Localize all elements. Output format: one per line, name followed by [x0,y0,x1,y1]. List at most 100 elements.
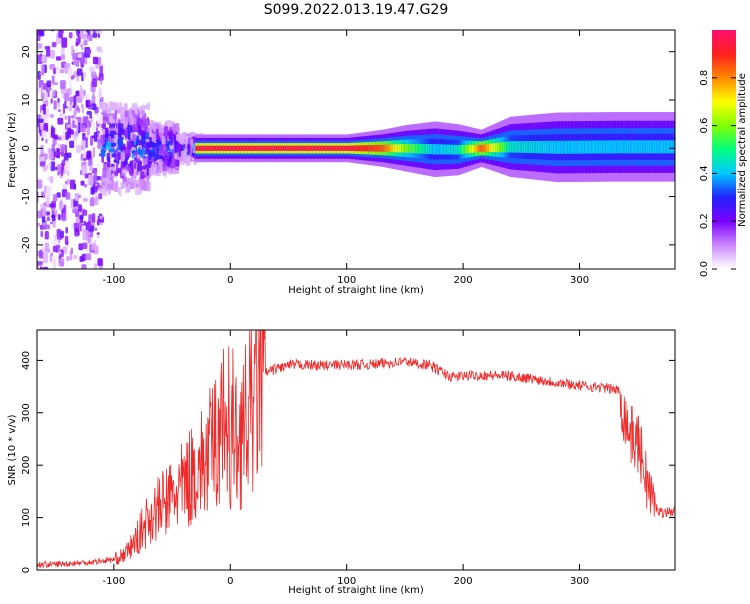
heatmap-cell [60,80,66,90]
heatmap-cell [147,102,150,111]
heatmap-band-cell [574,140,577,154]
heatmap-band-cell [563,140,567,154]
heatmap-band-cell [518,141,521,153]
heatmap-cell [114,134,119,140]
heatmap-cell [74,200,79,207]
heatmap-cell [166,142,171,148]
colorbar-tick-label: 0.2 [699,213,710,229]
heatmap-cell [125,127,128,138]
heatmap-cell [98,88,102,100]
heatmap-cell [51,75,55,84]
heatmap-band-cell [525,141,528,153]
heatmap-band-cell [546,140,549,154]
heatmap-band-cell [537,140,540,154]
heatmap-cell [146,127,150,133]
heatmap-cell [49,87,52,91]
heatmap-band-cell [638,140,642,154]
heatmap-cell [65,70,68,74]
heatmap-cell [70,75,74,80]
heatmap-cell [135,105,138,115]
heatmap-band-cell [569,140,572,154]
heatmap-cell [38,118,44,123]
heatmap-cell [93,239,97,244]
heatmap-band-cell [490,143,493,153]
heatmap-band-cell [452,144,455,155]
heatmap-cell [171,149,175,159]
heatmap-band-cell [609,140,612,154]
heatmap-band-cell [408,143,411,153]
heatmap-cell [87,221,92,230]
heatmap-band-cell [445,144,448,155]
heatmap-cell [140,109,143,118]
heatmap-cell [69,98,72,106]
heatmap-band-cell [387,144,390,152]
heatmap-band-cell [633,140,636,154]
heatmap-band-cell [640,140,643,154]
heatmap-cell [188,144,191,155]
heatmap-cell [39,30,45,37]
heatmap-band-cell [392,144,395,153]
x-tick-label: 200 [454,275,473,286]
heatmap-cell [60,144,66,152]
heatmap-cell [51,144,55,151]
heatmap-cell [137,160,143,172]
heatmap-cell [58,30,63,39]
heatmap-band-cell [413,143,416,154]
heatmap-cell [100,77,103,85]
heatmap-cell [127,125,133,134]
heatmap-cell [53,100,57,110]
heatmap-cell [56,151,62,155]
colorbar-label: Normalized spectral amplitude [737,73,748,227]
heatmap-cell [103,119,107,124]
heatmap-cell [89,66,95,72]
heatmap-band-cell [567,140,570,154]
heatmap-band-cell [441,144,444,155]
heatmap-cell [68,67,73,78]
heatmap-cell [99,49,103,54]
heatmap-band-cell [322,145,326,151]
heatmap-cell [62,103,66,114]
x-tick-label: 0 [227,576,233,587]
heatmap-band-cell [251,145,254,151]
heatmap-cell [123,181,128,185]
heatmap-band-cell [616,140,619,154]
heatmap-cell [44,242,50,251]
heatmap-band-cell [446,144,450,155]
heatmap-band-cell [476,144,479,153]
heatmap-band-cell [556,140,560,154]
snr-panel: -100 0 100 200 300 0 100 200 300 400 Height of s… [7,329,676,596]
heatmap-cell [95,215,98,220]
heatmap-cell [107,135,112,141]
heatmap-cell [37,261,43,266]
colorbar-tick-label: 0.0 [699,261,710,277]
heatmap-cell [64,93,70,102]
heatmap-band-cell [307,145,310,151]
heatmap-band-cell [621,140,624,154]
heatmap-band-cell [291,145,294,151]
heatmap-band-cell [649,140,652,154]
heatmap-cell [146,182,151,191]
heatmap-cell [192,149,195,154]
spectrogram-frame [36,29,676,270]
heatmap-band-cell [507,141,511,153]
heatmap-cell [80,84,83,95]
heatmap-cell [86,151,91,160]
heatmap-cell [77,194,82,199]
heatmap-cell [55,56,62,61]
heatmap-cell [42,206,47,217]
heatmap-band-cell [614,140,617,154]
heatmap-cell [45,195,50,206]
heatmap-band-cell [598,140,602,154]
heatmap-band-cell [362,145,366,152]
snr-x-ticks: -100 0 100 200 300 [102,330,589,587]
heatmap-cell [117,123,124,132]
heatmap-band-cell [328,145,331,151]
heatmap-band-cell [369,145,373,152]
heatmap-cell [77,204,82,212]
heatmap-band-cell [647,140,650,154]
heatmap-cell [73,134,77,141]
heatmap-cell [49,176,54,184]
heatmap-cell [138,125,141,136]
heatmap-cell [67,88,70,93]
heatmap-band-cell [259,145,263,151]
